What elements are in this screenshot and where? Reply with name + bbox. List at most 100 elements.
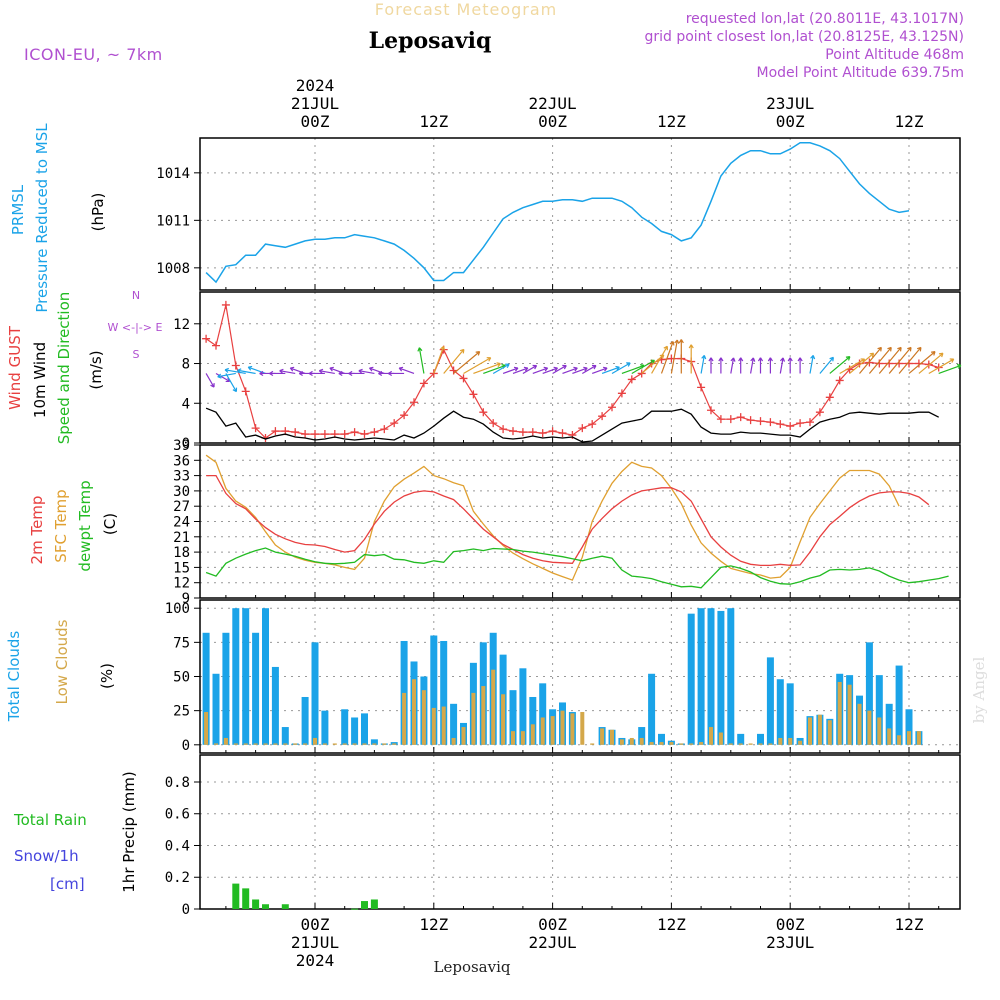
gust-marker bbox=[716, 415, 725, 424]
wind-speed-line bbox=[205, 407, 939, 443]
low-cloud-bar bbox=[372, 743, 377, 745]
model-label: ICON-EU, ~ 7km bbox=[24, 45, 163, 64]
gust-marker bbox=[251, 424, 260, 433]
gust-marker bbox=[390, 419, 399, 428]
wind-direction-arrow bbox=[463, 357, 492, 374]
temp-unit: (C) bbox=[101, 513, 119, 535]
low-cloud-bar bbox=[827, 720, 832, 745]
low-cloud-bar bbox=[570, 713, 575, 745]
requested-coords: requested lon,lat (20.8011E, 43.1017N) bbox=[686, 11, 964, 27]
gust-marker bbox=[835, 376, 844, 385]
wind-direction-arrow bbox=[767, 357, 773, 374]
gust-marker bbox=[528, 428, 537, 437]
gust-marker bbox=[588, 420, 597, 429]
low-cloud-bar bbox=[897, 735, 902, 745]
wind-direction-arrow bbox=[562, 366, 578, 375]
y-tick-label: 0.6 bbox=[165, 807, 190, 823]
wind-direction-arrow bbox=[787, 357, 793, 374]
total-cloud-bar bbox=[687, 613, 695, 745]
gust-marker bbox=[311, 430, 319, 439]
low-cloud-bar bbox=[639, 737, 644, 745]
point-altitude: Point Altitude 468m bbox=[825, 47, 964, 63]
top-time-label: 12Z bbox=[419, 112, 448, 131]
wind-direction-arrow bbox=[938, 364, 962, 375]
gust-marker bbox=[796, 419, 805, 428]
low-cloud-bar bbox=[817, 714, 822, 745]
y-tick-label: 0 bbox=[182, 902, 190, 918]
low-cloud-bar bbox=[649, 742, 654, 745]
low-cloud-bar bbox=[441, 706, 446, 745]
low-cloud-bar bbox=[431, 707, 436, 745]
direction-label: Speed and Direction bbox=[55, 292, 73, 445]
precip-axis-label: 1hr Precip (mm) bbox=[120, 771, 138, 892]
rain-bar bbox=[281, 904, 289, 909]
snow-label: Snow/1h bbox=[14, 847, 79, 865]
total-cloud-bar bbox=[450, 703, 458, 745]
wind-direction-arrow bbox=[358, 368, 375, 375]
bottom-time-label: 00Z bbox=[301, 915, 330, 934]
low-cloud-bar bbox=[332, 743, 337, 745]
y-tick-label: 75 bbox=[173, 635, 190, 651]
y-tick-label: 50 bbox=[173, 670, 190, 686]
low-cloud-bar bbox=[352, 743, 357, 745]
wind-direction-arrow bbox=[908, 351, 936, 374]
low-cloud-bar bbox=[233, 743, 238, 745]
total-cloud-bar bbox=[658, 733, 665, 745]
y-tick-label: 1011 bbox=[156, 213, 190, 229]
wind-direction-arrow bbox=[289, 366, 306, 375]
total-cloud-bar bbox=[905, 709, 913, 745]
wind-direction-arrow bbox=[512, 366, 529, 375]
bottom-time-label: 00Z bbox=[776, 915, 805, 934]
wind-direction-arrow bbox=[318, 368, 335, 375]
location-title: Leposaviq bbox=[369, 28, 492, 54]
wind-direction-arrow bbox=[700, 354, 707, 374]
wind-direction-arrow bbox=[750, 357, 756, 374]
wind-direction-arrow bbox=[308, 370, 325, 377]
low-cloud-bar bbox=[342, 743, 347, 745]
low-cloud-bar bbox=[491, 669, 496, 745]
gust-marker bbox=[400, 411, 409, 420]
total-cloud-bar bbox=[430, 635, 438, 745]
total-cloud-bar bbox=[321, 710, 329, 745]
total-cloud-bar bbox=[361, 713, 368, 745]
y-tick-label: 1014 bbox=[156, 166, 190, 182]
gust-marker bbox=[202, 334, 211, 343]
total-cloud-bar bbox=[638, 727, 646, 745]
gust-marker bbox=[806, 418, 814, 427]
gust-line bbox=[205, 304, 939, 439]
wind-direction-arrow bbox=[532, 366, 549, 375]
top-time-label: 22JUL bbox=[529, 94, 577, 113]
total-cloud-bar bbox=[509, 690, 517, 745]
y-tick-label: 15 bbox=[173, 560, 190, 576]
wind-direction-arrow bbox=[387, 370, 405, 377]
panel-frame bbox=[199, 291, 961, 444]
compass-we: W <-|-> E bbox=[108, 321, 163, 334]
low-cloud-bar bbox=[313, 737, 317, 745]
wind-direction-arrow bbox=[453, 351, 481, 374]
top-time-label: 00Z bbox=[776, 112, 805, 131]
sfc-temp-label: SFC Temp bbox=[52, 489, 70, 562]
panel-pressure: 1008 1011 1014 bbox=[156, 137, 961, 291]
compass-n: N bbox=[132, 289, 140, 302]
y-tick-label: 33 bbox=[173, 469, 190, 485]
gust-marker bbox=[825, 393, 834, 402]
low-cloud-bar bbox=[481, 686, 486, 745]
total-cloud-bar bbox=[697, 608, 705, 745]
total-cloud-bar bbox=[271, 666, 279, 745]
total-cloud-bar bbox=[727, 608, 735, 745]
gust-marker bbox=[350, 428, 359, 437]
low-cloud-bar bbox=[788, 737, 793, 745]
pressure-line bbox=[205, 142, 910, 284]
dewpt-line bbox=[205, 547, 949, 589]
gust-marker bbox=[479, 408, 488, 417]
total-cloud-bar bbox=[222, 632, 230, 745]
low-cloud-bar bbox=[303, 743, 308, 745]
wind-direction-arrow bbox=[898, 346, 922, 374]
total-cloud-bar bbox=[757, 733, 764, 745]
gust-marker bbox=[786, 422, 795, 431]
bottom-time-label: 2024 bbox=[296, 951, 335, 970]
gust-marker bbox=[766, 418, 775, 427]
panel-frame bbox=[199, 137, 961, 291]
snow-unit-label: [cm] bbox=[50, 875, 85, 893]
low-cloud-bar bbox=[362, 743, 367, 745]
